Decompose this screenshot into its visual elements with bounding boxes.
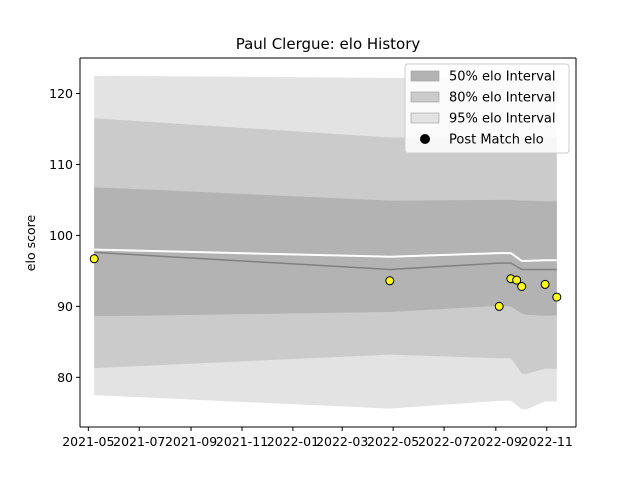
legend-swatch-2 [410,112,440,124]
post-match-point-5 [517,282,527,291]
y-tick-label-0: 80 [57,370,73,385]
post-match-point-7 [552,292,562,302]
legend-label-1: 80% elo Interval [449,91,556,106]
post-match-point-6 [540,279,550,289]
post-match-point-4 [512,275,522,285]
x-tick-label-2: 2021-09 [165,434,217,449]
y-tick-label-4: 120 [49,86,73,101]
legend-swatch-0 [410,70,440,82]
x-tick-label-0: 2021-05 [62,434,114,449]
y-tick-label-1: 90 [57,299,73,314]
x-tick-label-8: 2022-09 [470,434,522,449]
post-match-point-1 [385,276,395,286]
y-tick-label-2: 100 [49,228,73,243]
post-match-point-0 [89,254,99,264]
x-tick-label-1: 2021-07 [113,434,165,449]
chart-title: Paul Clergue: elo History [236,35,421,53]
legend: 50% elo Interval 80% elo Interval 95% elo … [404,63,570,154]
post-match-point-2 [494,301,504,311]
legend-label-2: 95% elo Interval [449,112,556,127]
x-tick-label-7: 2022-07 [418,434,470,449]
mean-elo-line [94,251,557,271]
upper-elo-line [94,248,557,262]
x-tick-label-5: 2022-03 [316,434,368,449]
x-tick-label-6: 2022-05 [367,434,419,449]
legend-label-3: Post Match elo [449,133,544,148]
legend-swatch-3 [420,134,430,144]
x-tick-label-3: 2021-11 [216,434,268,449]
legend-label-0: 50% elo Interval [449,70,556,85]
band-2 [94,187,557,317]
x-tick-label-4: 2022-01 [267,434,319,449]
x-tick-label-9: 2022-11 [521,434,573,449]
y-axis-label: elo score [23,215,38,272]
y-tick-label-3: 110 [49,157,73,172]
legend-swatch-1 [410,91,440,103]
legend-box [404,63,570,154]
plot-area [89,75,562,410]
